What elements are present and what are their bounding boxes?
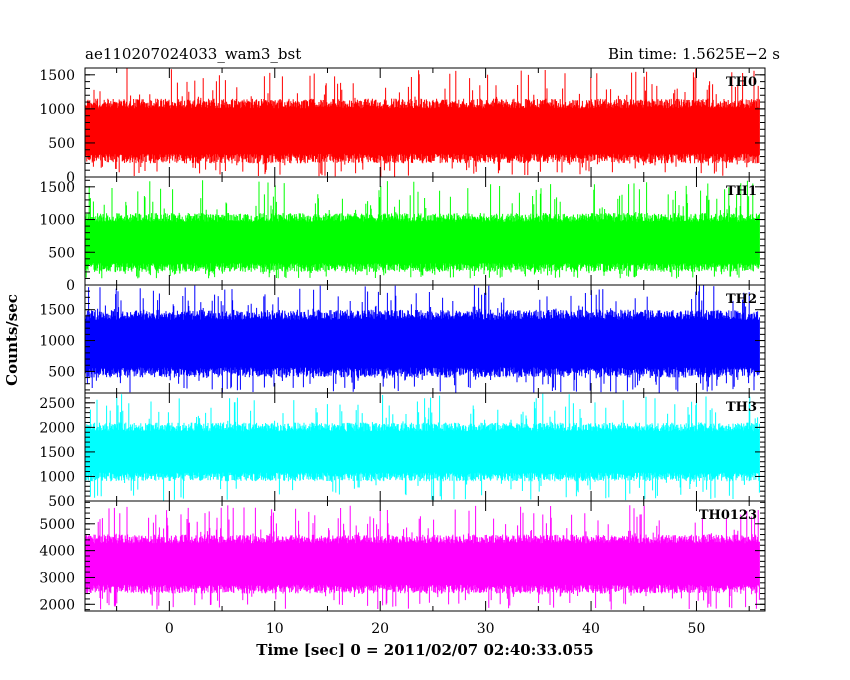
series-th1 xyxy=(84,180,760,279)
x-tick-label: 40 xyxy=(582,621,600,637)
y-tick-label: 1500 xyxy=(39,445,75,461)
panel-th0: 0 500 1000 1500 TH0 xyxy=(39,67,766,186)
panel-label: TH1 xyxy=(726,184,757,199)
panel-th3: 500 1000 1500 2000 2500 TH3 xyxy=(39,392,766,510)
y-tick-label: 1000 xyxy=(39,213,75,229)
y-tick-label: 4000 xyxy=(39,544,75,560)
panel-label: TH3 xyxy=(726,400,757,415)
y-tick-label: 2500 xyxy=(39,396,75,412)
panel-th1: 0 500 1000 1500 TH1 xyxy=(39,176,766,294)
x-axis-label: Time [sec] 0 = 2011/02/07 02:40:33.055 xyxy=(256,641,593,659)
panel-label: TH2 xyxy=(726,292,757,307)
series-th3 xyxy=(84,393,760,501)
x-tick-label: 20 xyxy=(371,621,389,637)
panel-th0123: 2000 3000 4000 5000 TH0123 xyxy=(39,500,766,613)
y-tick-label: 500 xyxy=(48,136,75,152)
y-tick-label: 1500 xyxy=(39,68,75,84)
panel-label: TH0123 xyxy=(699,508,757,523)
y-tick-label: 2000 xyxy=(39,420,75,436)
panel-th2: 500 1000 1500 TH2 xyxy=(39,284,766,394)
y-tick-label: 1500 xyxy=(39,303,75,319)
y-tick-label: 500 xyxy=(48,364,75,380)
x-tick-label: 10 xyxy=(266,621,284,637)
panel-label: TH0 xyxy=(726,75,757,90)
x-tick-label: 0 xyxy=(165,621,174,637)
y-tick-label: 500 xyxy=(48,245,75,261)
y-tick-label: 1000 xyxy=(39,102,75,118)
y-tick-label: 1000 xyxy=(39,469,75,485)
bin-time-label: Bin time: 1.5625E−2 s xyxy=(608,45,780,63)
x-tick-label: 30 xyxy=(477,621,495,637)
series-th0123 xyxy=(84,505,760,610)
series-th0 xyxy=(84,68,760,177)
figure-title: ae110207024033_wam3_bst xyxy=(85,45,301,63)
series-th2 xyxy=(84,285,760,393)
y-tick-label: 2000 xyxy=(39,597,75,613)
y-tick-label: 1000 xyxy=(39,334,75,350)
y-tick-label: 0 xyxy=(66,170,75,186)
y-tick-label: 1500 xyxy=(39,180,75,196)
x-tick-label: 50 xyxy=(688,621,706,637)
y-tick-label: 500 xyxy=(48,494,75,510)
y-tick-label: 0 xyxy=(66,278,75,294)
y-tick-label: 3000 xyxy=(39,570,75,586)
y-axis-label: Counts/sec xyxy=(3,294,21,386)
y-tick-label: 5000 xyxy=(39,517,75,533)
